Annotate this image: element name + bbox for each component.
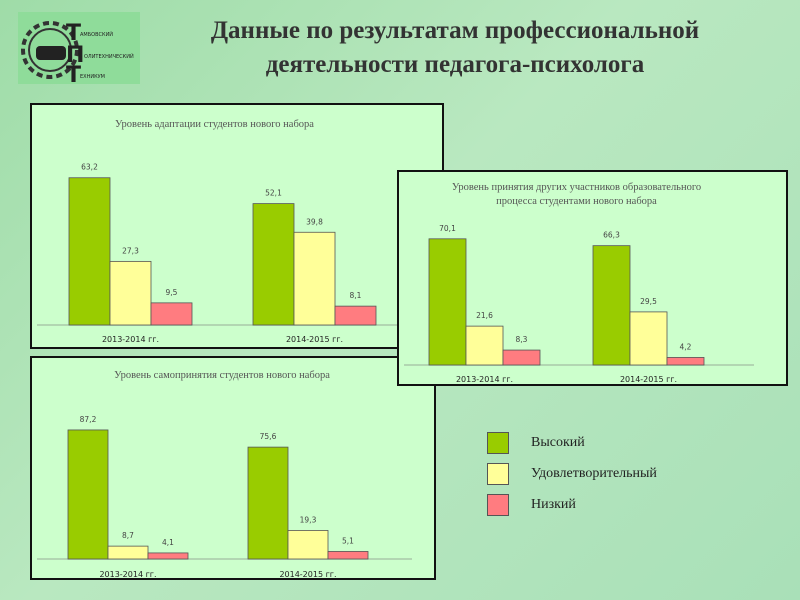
- svg-text:ЕХНИКУМ: ЕХНИКУМ: [80, 74, 105, 80]
- legend-swatch: [487, 493, 509, 516]
- data-label: 9,5: [166, 288, 178, 297]
- data-label: 8,1: [350, 291, 362, 300]
- chart-title: Уровень принятия других участников образ…: [452, 182, 701, 193]
- acceptance-of-others-chart: Уровень принятия других участников образ…: [397, 170, 788, 386]
- legend-swatch: [487, 462, 509, 485]
- chart-svg: Уровень адаптации студентов нового набор…: [37, 119, 397, 344]
- legend-label: Низкий: [531, 496, 576, 512]
- chart-title: процесса студентами нового набора: [496, 196, 657, 207]
- legend-item-mid: Удовлетворительный: [487, 458, 657, 489]
- data-label: 52,1: [265, 189, 282, 198]
- svg-text:Т: Т: [66, 63, 81, 84]
- bar-Удовлетворительный: [107, 545, 149, 560]
- category-label: 2014-2015 гг.: [279, 570, 336, 579]
- data-label: 66,3: [603, 231, 620, 240]
- chart-title: Уровень адаптации студентов нового набор…: [115, 119, 314, 130]
- bar-Низкий: [147, 552, 189, 560]
- svg-text:АМБОВСКИЙ: АМБОВСКИЙ: [80, 31, 113, 38]
- svg-text:ОЛИТЕХНИЧЕСКИЙ: ОЛИТЕХНИЧЕСКИЙ: [84, 53, 134, 60]
- data-label: 70,1: [439, 224, 456, 233]
- category-label: 2013-2014 гг.: [99, 570, 156, 579]
- bar-Высокий: [67, 429, 109, 560]
- data-label: 19,3: [300, 515, 317, 524]
- bar-Высокий: [247, 446, 289, 560]
- bar-Высокий: [592, 245, 631, 366]
- data-label: 87,2: [80, 415, 97, 424]
- legend-item-high: Высокий: [487, 427, 657, 458]
- data-label: 4,2: [680, 342, 692, 351]
- bar-Низкий: [150, 302, 193, 326]
- svg-text:Т: Т: [66, 21, 81, 46]
- title-line: Данные по результатам профессиональной: [210, 17, 700, 44]
- bar-Удовлетворительный: [287, 530, 329, 560]
- bar-Высокий: [428, 238, 467, 366]
- category-label: 2013-2014 гг.: [456, 375, 513, 384]
- data-label: 39,8: [306, 217, 323, 226]
- chart-svg: Уровень принятия других участников образ…: [404, 182, 754, 384]
- adaptation-chart: Уровень адаптации студентов нового набор…: [30, 103, 444, 349]
- bar-Низкий: [666, 357, 705, 366]
- bar-Удовлетворительный: [293, 231, 336, 326]
- bar-Низкий: [502, 349, 541, 366]
- category-label: 2013-2014 гг.: [102, 335, 159, 344]
- data-label: 8,3: [516, 335, 528, 344]
- legend: Высокий Удовлетворительный Низкий: [487, 427, 657, 520]
- self-acceptance-chart: Уровень самопринятия студентов нового на…: [30, 356, 436, 580]
- page-title: Данные по результатам профессиональной д…: [140, 14, 770, 82]
- chart-title: Уровень самопринятия студентов нового на…: [114, 370, 330, 381]
- bar-Удовлетворительный: [629, 311, 668, 366]
- legend-label: Удовлетворительный: [531, 465, 657, 481]
- data-label: 63,2: [81, 163, 98, 172]
- category-label: 2014-2015 гг.: [286, 335, 343, 344]
- legend-swatch: [487, 431, 509, 454]
- bar-Низкий: [327, 551, 369, 560]
- title-line: деятельности педагога-психолога: [265, 51, 645, 78]
- svg-text:П: П: [66, 43, 84, 68]
- bar-Удовлетворительный: [465, 325, 504, 366]
- data-label: 8,7: [122, 531, 134, 540]
- data-label: 21,6: [476, 311, 493, 320]
- data-label: 4,1: [162, 538, 174, 547]
- legend-item-low: Низкий: [487, 489, 657, 520]
- data-label: 27,3: [122, 246, 139, 255]
- bar-Высокий: [252, 203, 295, 326]
- legend-label: Высокий: [531, 434, 585, 450]
- bar-Удовлетворительный: [109, 260, 152, 326]
- chart-svg: Уровень самопринятия студентов нового на…: [37, 370, 412, 579]
- category-label: 2014-2015 гг.: [620, 375, 677, 384]
- data-label: 29,5: [640, 297, 657, 306]
- bar-Низкий: [334, 305, 377, 326]
- college-logo: Т П Т АМБОВСКИЙ ОЛИТЕХНИЧЕСКИЙ ЕХНИКУМ: [18, 12, 140, 88]
- data-label: 5,1: [342, 536, 354, 545]
- bar-Высокий: [68, 177, 111, 326]
- data-label: 75,6: [260, 432, 277, 441]
